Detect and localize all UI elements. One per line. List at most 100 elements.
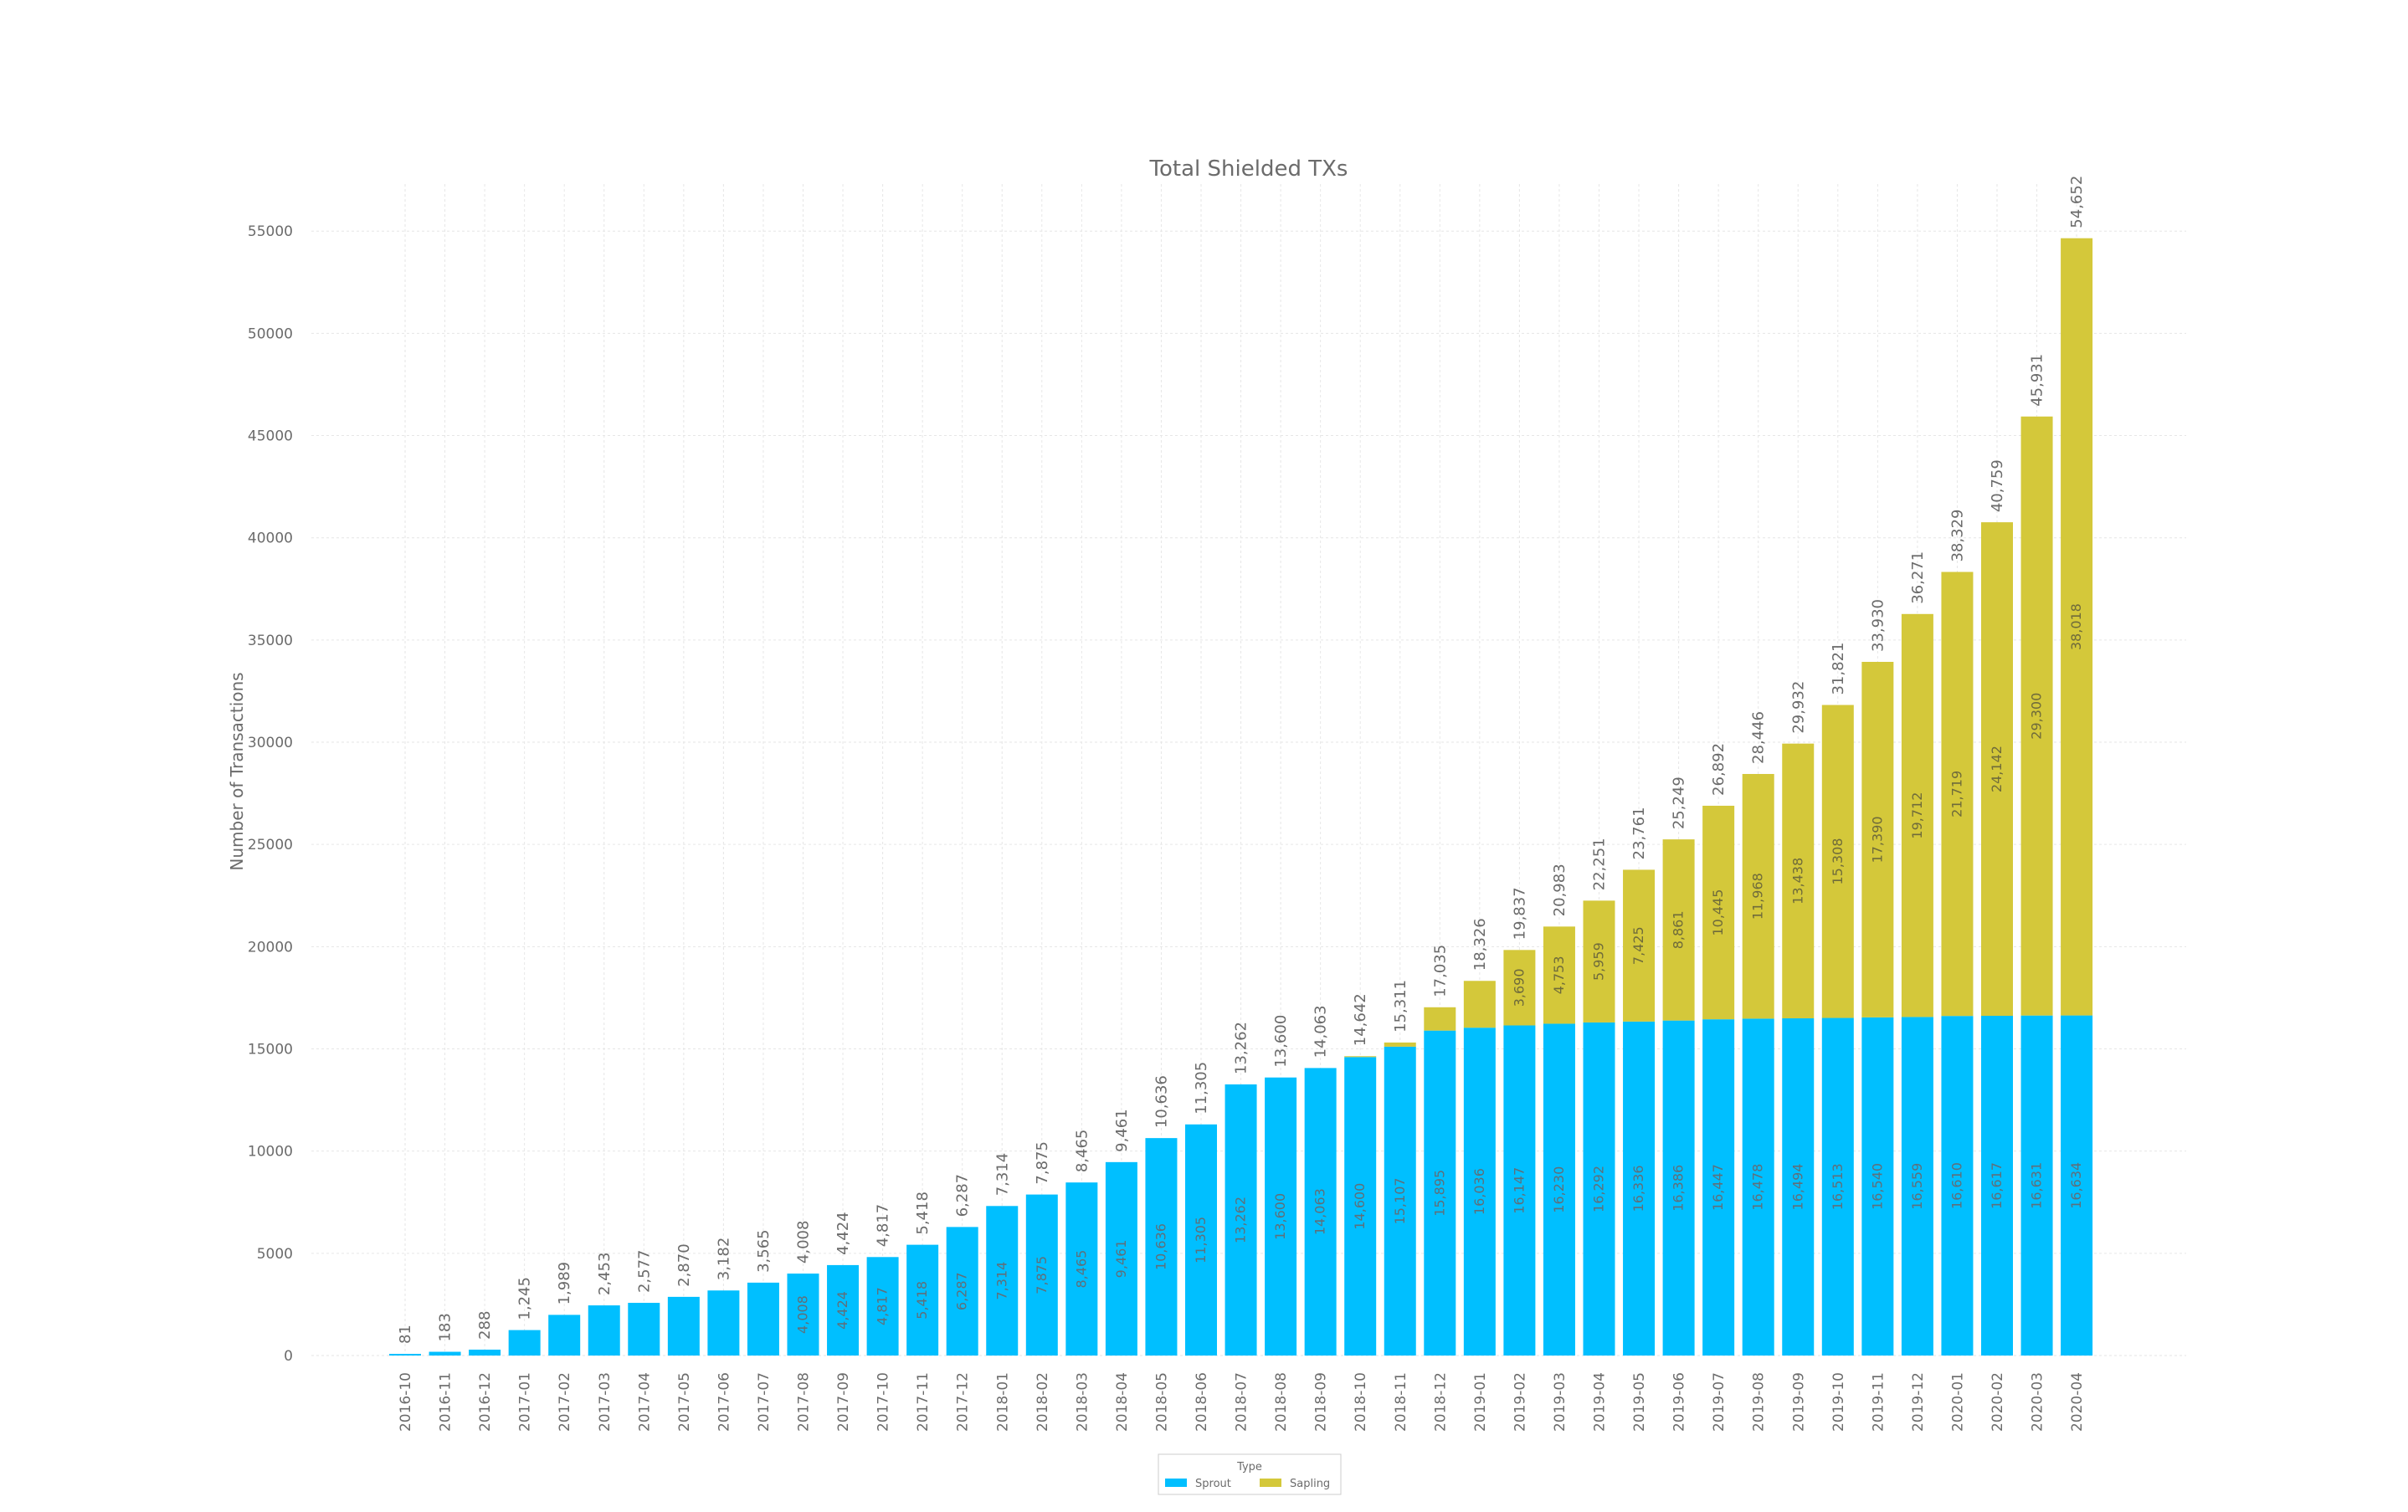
total-label: 28,446 — [1750, 711, 1768, 764]
x-tick-label: 2017-05 — [676, 1372, 693, 1432]
x-tick-label: 2018-12 — [1432, 1372, 1449, 1432]
sprout-value-label: 4,008 — [795, 1295, 811, 1334]
x-tick-label: 2019-07 — [1711, 1372, 1728, 1432]
total-label: 54,652 — [2068, 176, 2086, 228]
y-tick-label: 15000 — [248, 1042, 293, 1058]
legend-box — [1158, 1453, 1342, 1495]
legend-swatch-sapling — [1260, 1479, 1281, 1487]
bar-sprout — [1065, 1182, 1098, 1356]
bar-sprout — [986, 1206, 1019, 1356]
x-tick-label: 2020-04 — [2069, 1372, 2086, 1432]
bar-sprout — [1105, 1161, 1137, 1356]
x-tick-label: 2018-04 — [1114, 1372, 1131, 1432]
total-label: 1,245 — [516, 1277, 534, 1320]
sprout-value-label: 7,314 — [993, 1262, 1009, 1300]
x-tick-label: 2019-03 — [1552, 1372, 1569, 1432]
bar-sprout — [1025, 1194, 1058, 1356]
total-label: 9,461 — [1113, 1109, 1131, 1152]
total-label: 45,931 — [2029, 354, 2046, 407]
x-tick-label: 2020-01 — [1949, 1372, 1966, 1432]
sprout-value-label: 14,600 — [1352, 1183, 1368, 1230]
x-tick-label: 2019-06 — [1671, 1372, 1688, 1432]
bar-sprout — [1782, 1018, 1815, 1356]
sprout-value-label: 16,494 — [1789, 1164, 1805, 1211]
bar-sapling — [1821, 705, 1854, 1018]
total-label: 4,817 — [875, 1204, 892, 1248]
total-label: 31,821 — [1830, 643, 1847, 695]
x-tick-label: 2017-04 — [636, 1372, 653, 1432]
total-label: 36,271 — [1909, 551, 1927, 604]
total-label: 2,453 — [596, 1253, 614, 1296]
bar-sprout — [1821, 1017, 1854, 1356]
sprout-value-label: 8,465 — [1073, 1250, 1089, 1289]
x-tick-label: 2017-11 — [915, 1372, 932, 1432]
sapling-value-label: 24,142 — [1989, 746, 2005, 792]
bar-sapling — [1782, 743, 1815, 1019]
total-label: 15,311 — [1392, 980, 1409, 1033]
sapling-value-label: 11,968 — [1750, 873, 1766, 920]
sprout-value-label: 16,631 — [2029, 1162, 2045, 1209]
bar-sapling — [1702, 805, 1735, 1020]
y-tick-label: 50000 — [248, 325, 293, 342]
bar-sprout — [2061, 1015, 2093, 1356]
x-tick-label: 2019-02 — [1512, 1372, 1528, 1432]
bar-sprout — [1225, 1084, 1257, 1356]
legend-title: Type — [1236, 1461, 1262, 1474]
total-label: 3,182 — [715, 1238, 732, 1281]
sapling-value-label: 5,959 — [1591, 942, 1607, 981]
bar-sprout — [1941, 1016, 1974, 1356]
x-tick-label: 2018-01 — [994, 1372, 1011, 1432]
bar-sprout — [429, 1351, 461, 1356]
y-tick-label: 20000 — [248, 939, 293, 956]
x-tick-label: 2016-11 — [438, 1372, 454, 1432]
bar-sapling — [2061, 238, 2093, 1016]
x-tick-label: 2020-02 — [1990, 1372, 2006, 1432]
y-tick-label: 55000 — [248, 223, 293, 240]
bar-sprout — [588, 1305, 620, 1356]
bar-sprout — [1543, 1023, 1575, 1356]
x-tick-label: 2017-03 — [597, 1372, 614, 1432]
total-label: 38,329 — [1948, 510, 1966, 562]
total-label: 3,565 — [755, 1229, 773, 1273]
total-label: 26,892 — [1710, 743, 1728, 796]
sprout-value-label: 16,292 — [1591, 1166, 1607, 1212]
total-label: 23,761 — [1630, 807, 1648, 859]
sapling-value-label: 13,438 — [1789, 858, 1805, 905]
bar-sprout — [1901, 1017, 1933, 1356]
bar-sprout — [747, 1282, 779, 1356]
x-tick-label: 2016-12 — [477, 1372, 494, 1432]
sapling-value-label: 19,712 — [1909, 792, 1925, 839]
sprout-value-label: 15,107 — [1392, 1177, 1408, 1224]
total-label: 2,870 — [675, 1243, 693, 1287]
sapling-value-label: 38,018 — [2068, 603, 2084, 650]
x-tick-label: 2017-12 — [955, 1372, 972, 1432]
x-tick-label: 2018-11 — [1393, 1372, 1409, 1432]
sprout-value-label: 4,817 — [875, 1287, 891, 1325]
x-tick-label: 2019-04 — [1592, 1372, 1609, 1432]
bar-sprout — [866, 1257, 899, 1356]
legend: Type Sprout Sapling — [1158, 1453, 1342, 1495]
sprout-value-label: 16,147 — [1511, 1167, 1527, 1214]
bar-sprout — [508, 1330, 541, 1356]
total-label: 14,642 — [1352, 993, 1369, 1046]
y-tick-label: 10000 — [248, 1144, 293, 1161]
bar-sprout — [787, 1274, 819, 1356]
x-tick-label: 2019-10 — [1830, 1372, 1847, 1432]
x-tick-label: 2017-01 — [517, 1372, 534, 1432]
sapling-value-label: 7,425 — [1630, 926, 1646, 965]
total-label: 13,262 — [1233, 1022, 1250, 1074]
y-tick-label: 40000 — [248, 530, 293, 547]
sprout-value-label: 16,386 — [1671, 1165, 1687, 1212]
x-tick-label: 2019-09 — [1790, 1372, 1807, 1432]
sprout-value-label: 6,287 — [954, 1272, 970, 1310]
sprout-value-label: 16,447 — [1710, 1164, 1726, 1211]
y-tick-label: 5000 — [257, 1246, 293, 1263]
sapling-value-label: 3,690 — [1511, 968, 1527, 1007]
bars — [389, 238, 2093, 1356]
total-label: 7,314 — [993, 1153, 1011, 1197]
total-label: 2,577 — [635, 1250, 653, 1294]
bar-sprout — [707, 1290, 740, 1356]
total-label: 4,424 — [834, 1212, 852, 1255]
x-tick-label: 2018-10 — [1353, 1372, 1369, 1432]
x-tick-label: 2018-09 — [1313, 1372, 1330, 1432]
